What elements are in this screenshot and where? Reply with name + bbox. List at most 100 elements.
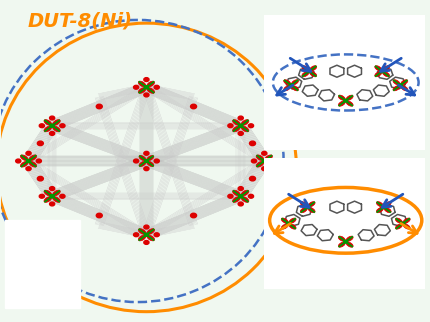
Circle shape: [39, 194, 44, 198]
Circle shape: [344, 240, 347, 243]
Ellipse shape: [376, 207, 383, 213]
Ellipse shape: [241, 120, 249, 125]
Ellipse shape: [289, 224, 296, 229]
Circle shape: [262, 159, 266, 163]
Circle shape: [154, 233, 159, 237]
Circle shape: [262, 151, 267, 155]
Ellipse shape: [384, 202, 391, 207]
Circle shape: [49, 202, 55, 206]
Ellipse shape: [29, 155, 37, 161]
Ellipse shape: [138, 81, 146, 87]
Circle shape: [96, 213, 102, 218]
Ellipse shape: [281, 218, 288, 223]
Ellipse shape: [338, 101, 345, 106]
Circle shape: [239, 195, 243, 198]
Ellipse shape: [302, 71, 309, 77]
Ellipse shape: [265, 161, 273, 167]
Circle shape: [238, 202, 243, 206]
Ellipse shape: [376, 202, 383, 207]
Ellipse shape: [270, 187, 422, 253]
Circle shape: [289, 84, 293, 87]
Circle shape: [26, 167, 31, 171]
Ellipse shape: [292, 86, 298, 91]
Ellipse shape: [52, 120, 60, 125]
Ellipse shape: [393, 86, 400, 91]
Ellipse shape: [383, 66, 390, 71]
Circle shape: [134, 85, 139, 89]
Ellipse shape: [139, 156, 146, 161]
Ellipse shape: [403, 224, 410, 229]
Ellipse shape: [256, 155, 264, 161]
Bar: [5, 220, 80, 308]
Ellipse shape: [338, 236, 345, 241]
Ellipse shape: [44, 190, 52, 196]
Circle shape: [144, 233, 148, 236]
Circle shape: [238, 116, 243, 120]
Ellipse shape: [147, 161, 154, 166]
Circle shape: [60, 194, 65, 198]
Ellipse shape: [52, 126, 60, 132]
Ellipse shape: [338, 242, 345, 247]
Circle shape: [144, 151, 149, 155]
Circle shape: [37, 176, 43, 181]
Ellipse shape: [52, 190, 60, 196]
Ellipse shape: [346, 242, 353, 247]
Ellipse shape: [401, 86, 408, 91]
Ellipse shape: [138, 229, 146, 234]
Circle shape: [262, 167, 267, 171]
Circle shape: [249, 176, 255, 181]
Circle shape: [49, 131, 55, 135]
Circle shape: [26, 151, 31, 155]
Circle shape: [50, 124, 54, 127]
Circle shape: [96, 104, 102, 109]
Ellipse shape: [44, 126, 52, 132]
Circle shape: [49, 187, 55, 191]
Bar: [264, 158, 425, 289]
Ellipse shape: [292, 80, 298, 85]
Circle shape: [190, 104, 197, 109]
Circle shape: [144, 241, 149, 244]
Ellipse shape: [346, 95, 353, 100]
Ellipse shape: [281, 224, 288, 229]
Ellipse shape: [401, 80, 408, 85]
Ellipse shape: [346, 236, 353, 241]
Ellipse shape: [273, 54, 418, 110]
Circle shape: [249, 141, 255, 146]
Circle shape: [249, 194, 254, 198]
Ellipse shape: [396, 218, 402, 223]
Circle shape: [249, 124, 254, 128]
Circle shape: [252, 159, 257, 163]
Ellipse shape: [310, 71, 316, 77]
Circle shape: [190, 213, 197, 218]
Ellipse shape: [147, 229, 154, 234]
Circle shape: [27, 159, 31, 163]
Ellipse shape: [289, 218, 296, 223]
Ellipse shape: [338, 95, 345, 100]
Circle shape: [238, 131, 243, 135]
Circle shape: [154, 159, 159, 163]
Ellipse shape: [20, 155, 28, 161]
Ellipse shape: [139, 161, 146, 166]
Ellipse shape: [241, 190, 249, 196]
Circle shape: [380, 70, 384, 73]
Circle shape: [144, 160, 148, 162]
Ellipse shape: [241, 126, 249, 132]
Circle shape: [239, 124, 243, 127]
Bar: [264, 15, 425, 150]
Circle shape: [399, 84, 402, 87]
Circle shape: [307, 70, 311, 73]
Circle shape: [272, 159, 277, 163]
Circle shape: [154, 85, 159, 89]
Text: DUT-8(Ni): DUT-8(Ni): [28, 12, 132, 31]
Ellipse shape: [396, 224, 402, 229]
Ellipse shape: [265, 155, 273, 161]
Ellipse shape: [384, 207, 391, 213]
Ellipse shape: [241, 197, 249, 202]
Ellipse shape: [233, 197, 240, 202]
Ellipse shape: [256, 161, 264, 167]
Ellipse shape: [284, 86, 291, 91]
Circle shape: [228, 194, 233, 198]
Circle shape: [344, 99, 347, 102]
Ellipse shape: [393, 80, 400, 85]
Ellipse shape: [138, 88, 146, 93]
